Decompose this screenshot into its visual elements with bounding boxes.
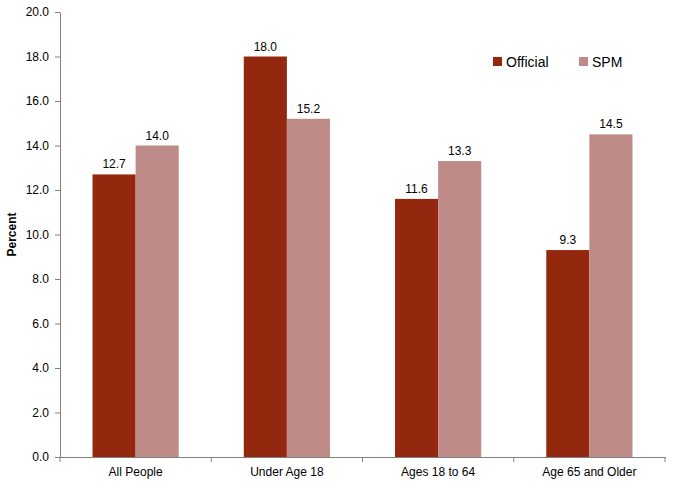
x-tick-label: Under Age 18 (250, 465, 324, 479)
y-tick-mark (55, 57, 60, 58)
x-tick-label: Ages 18 to 64 (401, 465, 475, 479)
y-tick-label: 14.0 (26, 139, 50, 153)
y-tick-mark (55, 368, 60, 369)
y-tick: 0.0 (32, 450, 60, 464)
y-tick-mark (55, 413, 60, 414)
legend-swatch (579, 57, 588, 66)
bar (244, 57, 287, 458)
y-axis-title: Percent (5, 212, 19, 256)
bars (93, 57, 633, 458)
category-divider (513, 457, 514, 462)
data-label: 18.0 (254, 40, 278, 54)
y-tick: 18.0 (26, 50, 60, 64)
category-divider (362, 457, 363, 462)
y-tick: 12.0 (26, 183, 60, 197)
y-tick-mark (55, 190, 60, 191)
data-label: 12.7 (102, 157, 126, 171)
category-divider (211, 457, 212, 462)
legend-label: Official (506, 54, 549, 70)
y-tick-mark (55, 146, 60, 147)
chart-svg: 0.0 2.0 4.0 6.0 8.0 10.0 12.0 14.0 16.0 18.0 20.0 A… (0, 0, 684, 496)
plot-area: 0.0 2.0 4.0 6.0 8.0 10.0 12.0 14.0 16.0 18.0 20.0 A… (26, 5, 666, 478)
bar (546, 250, 589, 457)
data-label: 13.3 (448, 144, 472, 158)
y-tick-label: 8.0 (32, 272, 49, 286)
y-tick: 8.0 (32, 272, 60, 286)
y-tick-mark (55, 457, 60, 458)
category-divider (665, 457, 666, 462)
y-tick-mark (55, 12, 60, 13)
bar (589, 134, 632, 457)
y-tick: 20.0 (26, 5, 60, 19)
y-tick: 10.0 (26, 228, 60, 242)
data-labels: 12.7 18.0 11.6 9.3 14.0 15.2 13.3 14.5 (102, 40, 623, 248)
y-tick-label: 0.0 (32, 450, 49, 464)
y-axis-line (60, 13, 61, 458)
y-tick: 16.0 (26, 94, 60, 108)
legend: Official SPM (493, 54, 622, 70)
y-tick-mark (55, 324, 60, 325)
y-tick-mark (55, 279, 60, 280)
y-tick-label: 12.0 (26, 183, 50, 197)
y-tick: 2.0 (32, 406, 60, 420)
y-tick-label: 10.0 (26, 228, 50, 242)
data-label: 11.6 (405, 182, 428, 196)
y-tick-label: 6.0 (32, 317, 49, 331)
x-axis: All People Under Age 18 Ages 18 to 64 Age 6… (60, 457, 666, 479)
data-label: 9.3 (559, 233, 576, 247)
legend-swatch (493, 57, 502, 66)
y-tick-label: 4.0 (32, 361, 49, 375)
y-tick-mark (55, 235, 60, 236)
y-tick: 4.0 (32, 361, 60, 375)
y-tick-label: 2.0 (32, 406, 49, 420)
y-tick: 6.0 (32, 317, 60, 331)
legend-item: Official (493, 54, 549, 70)
x-tick: All People (109, 457, 163, 479)
y-tick: 14.0 (26, 139, 60, 153)
x-tick: Age 65 and Older (542, 457, 636, 479)
y-tick-label: 18.0 (26, 50, 50, 64)
bar (287, 119, 330, 457)
data-label: 14.0 (145, 129, 169, 143)
y-tick-label: 16.0 (26, 94, 50, 108)
legend-item: SPM (579, 54, 622, 70)
chart-container: 0.0 2.0 4.0 6.0 8.0 10.0 12.0 14.0 16.0 18.0 20.0 A… (0, 0, 684, 496)
bar (136, 146, 179, 458)
y-axis: 0.0 2.0 4.0 6.0 8.0 10.0 12.0 14.0 16.0 18.0 20.0 (26, 5, 61, 464)
x-tick-label: All People (109, 465, 163, 479)
x-tick: Ages 18 to 64 (401, 457, 475, 479)
data-label: 14.5 (599, 117, 623, 131)
category-divider (60, 457, 61, 462)
x-tick: Under Age 18 (250, 457, 324, 479)
bar (93, 174, 136, 457)
x-tick-label: Age 65 and Older (542, 465, 636, 479)
bar (438, 161, 481, 457)
legend-label: SPM (592, 54, 622, 70)
y-tick-mark (55, 101, 60, 102)
bar (395, 199, 438, 457)
y-tick-label: 20.0 (26, 5, 50, 19)
data-label: 15.2 (297, 102, 321, 116)
